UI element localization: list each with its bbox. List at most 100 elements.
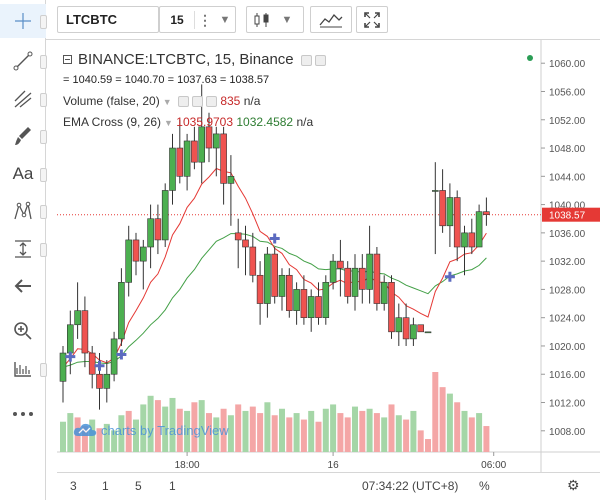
candle-body xyxy=(431,190,439,192)
price-tick-label: 1040.00 xyxy=(549,201,586,212)
volume-bar xyxy=(264,402,271,452)
price-tick-label: 1044.00 xyxy=(549,172,586,183)
zoom-tool[interactable] xyxy=(0,314,46,348)
candle-body xyxy=(147,218,154,248)
volume-label: Volume (false, 20) xyxy=(63,94,160,108)
tool-group-handle[interactable] xyxy=(40,130,47,144)
settings-icon[interactable] xyxy=(300,54,312,66)
percent-toggle[interactable]: % xyxy=(479,479,490,493)
trendline-tool[interactable] xyxy=(0,44,46,78)
price-axis[interactable]: 1060.00 1056.00 1052.00 1048.00 1044.00 1040.… xyxy=(541,59,600,438)
chevron-down-icon[interactable]: ▼ xyxy=(219,13,231,26)
price-tick-label: 1008.00 xyxy=(549,427,586,438)
volume-bar xyxy=(468,417,475,452)
remove-drawings-tool[interactable] xyxy=(0,269,46,303)
chart-type-button[interactable]: ▼ xyxy=(246,6,304,33)
gear-icon[interactable]: ⚙ xyxy=(567,477,580,493)
eye-icon[interactable] xyxy=(177,96,189,108)
volume-bar xyxy=(330,404,337,452)
chevron-down-icon[interactable]: ▼ xyxy=(164,118,173,128)
volume-bar xyxy=(395,415,402,452)
candle-body xyxy=(234,232,242,241)
range-button-3[interactable]: 5 xyxy=(135,479,142,493)
candle-body xyxy=(132,239,140,262)
legend-title: BINANCE:LTCBTC, 15, Binance xyxy=(78,51,294,68)
more-tools-button[interactable] xyxy=(0,397,46,431)
range-button-1[interactable]: 3 xyxy=(70,479,77,493)
candle-body xyxy=(88,352,96,375)
range-button-4[interactable]: 1 xyxy=(169,479,176,493)
live-status-dot xyxy=(527,55,533,61)
candle-body xyxy=(220,133,227,184)
crosshair-icon xyxy=(15,13,31,29)
pitchfork-icon xyxy=(14,90,32,108)
volume-bar xyxy=(410,410,417,452)
price-chart[interactable]: 1060.00 1056.00 1052.00 1048.00 1044.00 1040.… xyxy=(57,40,600,472)
more-intervals-icon[interactable]: ⋮ xyxy=(198,11,212,28)
candle-body xyxy=(249,246,257,276)
tool-group-handle[interactable] xyxy=(40,15,47,29)
measure-tool[interactable] xyxy=(0,232,46,266)
ema-cross-marker xyxy=(444,271,455,282)
candle-body xyxy=(205,126,213,149)
tradingview-watermark[interactable]: charts by TradingView xyxy=(72,422,229,438)
volume-bar xyxy=(242,410,249,452)
bottom-toolbar: 3 1 5 1 07:34:22 (UTC+8) % ⚙ xyxy=(57,472,600,500)
collapse-icon[interactable] xyxy=(63,55,72,64)
candle-body xyxy=(373,253,381,304)
tool-group-handle[interactable] xyxy=(40,55,47,69)
range-button-2[interactable]: 1 xyxy=(102,479,109,493)
price-tick-label: 1012.00 xyxy=(549,399,586,410)
candle-body xyxy=(213,133,220,149)
indicators-button[interactable] xyxy=(310,6,352,33)
last-price-badge xyxy=(542,207,600,222)
volume-bar xyxy=(286,417,293,452)
volume-bar xyxy=(271,415,278,452)
trendline-icon xyxy=(13,51,33,71)
volume-bar xyxy=(403,419,410,452)
candle-body xyxy=(453,197,461,248)
pitchfork-tool[interactable] xyxy=(0,82,46,116)
tool-group-handle[interactable] xyxy=(40,363,47,377)
pattern-tool[interactable] xyxy=(0,194,46,228)
volume-bar xyxy=(454,402,461,452)
volume-bar xyxy=(257,413,264,452)
candle-body xyxy=(74,310,81,326)
candlestick-icon xyxy=(254,12,269,27)
gear-icon[interactable] xyxy=(314,54,326,66)
volume-bar xyxy=(227,415,234,452)
price-tick-label: 1024.00 xyxy=(549,314,586,325)
volume-bar xyxy=(81,426,88,452)
tool-group-handle[interactable] xyxy=(40,205,47,219)
tool-group-handle[interactable] xyxy=(40,243,47,257)
volume-bar xyxy=(366,408,373,452)
crosshair-tool[interactable] xyxy=(0,4,46,38)
fullscreen-button[interactable] xyxy=(356,6,388,33)
symbol-search-input[interactable]: LTCBTC xyxy=(57,6,159,33)
settings-icon[interactable] xyxy=(191,96,203,108)
chevron-down-icon[interactable]: ▼ xyxy=(162,97,172,107)
volume-bar xyxy=(249,406,256,452)
ema-cross-marker xyxy=(269,233,280,244)
interval-selector[interactable]: 15 ⋮ ▼ xyxy=(159,6,236,33)
time-axis[interactable]: 18:00 16 06:00 xyxy=(175,452,507,471)
volume-bars xyxy=(60,372,490,452)
price-tick-label: 1028.00 xyxy=(549,285,586,296)
brush-tool[interactable] xyxy=(0,119,46,153)
tool-group-handle[interactable] xyxy=(40,168,47,182)
candle-body xyxy=(96,373,103,389)
volume-bar xyxy=(118,415,125,452)
candle-body xyxy=(154,218,162,241)
price-tick-label: 1060.00 xyxy=(549,59,586,70)
ema-na: n/a xyxy=(296,115,314,129)
watermark-text: charts by TradingView xyxy=(101,422,229,438)
candle-body xyxy=(271,253,278,297)
close-icon[interactable] xyxy=(205,96,217,108)
text-tool[interactable]: Aa xyxy=(0,157,46,191)
chevron-down-icon[interactable]: ▼ xyxy=(281,13,293,26)
candle-body xyxy=(169,147,176,191)
volume-bar xyxy=(322,408,329,452)
magnet-tool[interactable] xyxy=(0,352,46,386)
drawing-toolbar: Aa xyxy=(0,0,47,500)
tool-group-handle[interactable] xyxy=(40,93,47,107)
